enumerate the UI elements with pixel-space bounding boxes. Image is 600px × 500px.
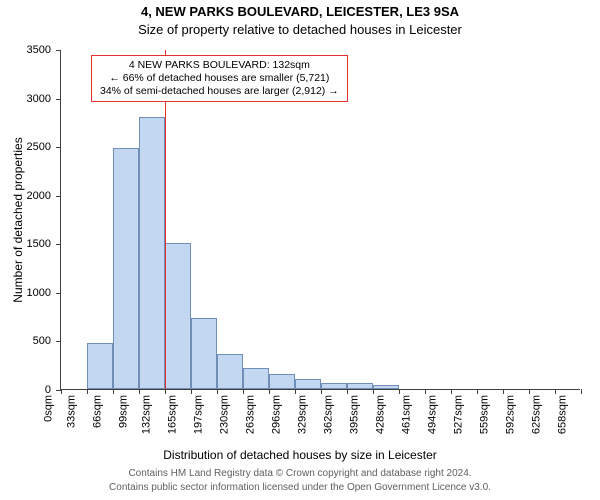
plot-area: 4 NEW PARKS BOULEVARD: 132sqm ← 66% of d… [60,50,580,390]
histogram-bar [139,117,165,389]
x-tick-mark [425,389,426,394]
x-tick-label: 33sqm [63,395,77,428]
x-tick-label: 165sqm [164,395,178,434]
histogram-bar [217,354,243,389]
x-tick-label: 0sqm [41,395,55,422]
y-tick-mark [56,147,61,148]
x-tick-mark [399,389,400,394]
x-tick-label: 428sqm [372,395,386,434]
x-tick-mark [295,389,296,394]
x-tick-mark [529,389,530,394]
chart-title: 4, NEW PARKS BOULEVARD, LEICESTER, LE3 9… [0,4,600,19]
x-tick-mark [477,389,478,394]
histogram-bar [373,385,399,389]
y-tick-mark [56,244,61,245]
y-tick-mark [56,99,61,100]
x-tick-mark [61,389,62,394]
histogram-bar [321,383,347,389]
x-tick-label: 329sqm [294,395,308,434]
x-tick-mark [243,389,244,394]
x-tick-label: 99sqm [115,395,129,428]
x-tick-mark [269,389,270,394]
x-tick-mark [113,389,114,394]
x-tick-label: 66sqm [89,395,103,428]
annotation-line-3: 34% of semi-detached houses are larger (… [100,85,339,98]
x-tick-label: 658sqm [554,395,568,434]
y-tick-mark [56,341,61,342]
x-tick-label: 494sqm [424,395,438,434]
x-tick-mark [451,389,452,394]
histogram-bar [269,374,295,389]
x-tick-mark [373,389,374,394]
x-axis-label: Distribution of detached houses by size … [0,448,600,462]
y-axis-label: Number of detached properties [11,137,25,302]
annotation-box: 4 NEW PARKS BOULEVARD: 132sqm ← 66% of d… [91,55,348,102]
x-tick-label: 263sqm [242,395,256,434]
figure: 4, NEW PARKS BOULEVARD, LEICESTER, LE3 9… [0,0,600,500]
x-tick-mark [87,389,88,394]
histogram-bar [295,379,321,389]
x-tick-mark [217,389,218,394]
histogram-bar [347,383,373,389]
histogram-bar [87,343,113,389]
x-tick-mark [165,389,166,394]
x-tick-label: 395sqm [346,395,360,434]
x-tick-label: 559sqm [476,395,490,434]
footer-line-1: Contains HM Land Registry data © Crown c… [0,468,600,479]
y-tick-mark [56,50,61,51]
x-tick-label: 230sqm [216,395,230,434]
x-tick-label: 132sqm [138,395,152,434]
annotation-line-2: ← 66% of detached houses are smaller (5,… [100,72,339,85]
x-tick-mark [347,389,348,394]
x-tick-label: 197sqm [190,395,204,434]
x-tick-label: 362sqm [320,395,334,434]
histogram-bar [113,148,139,389]
x-tick-label: 625sqm [528,395,542,434]
x-tick-label: 592sqm [502,395,516,434]
footer-line-2: Contains public sector information licen… [0,482,600,493]
y-tick-mark [56,196,61,197]
x-tick-mark [139,389,140,394]
y-tick-mark [56,293,61,294]
x-tick-mark [191,389,192,394]
x-tick-mark [503,389,504,394]
histogram-bar [165,243,191,389]
histogram-bar [243,368,269,389]
chart-subtitle: Size of property relative to detached ho… [0,22,600,37]
x-tick-mark [555,389,556,394]
annotation-line-1: 4 NEW PARKS BOULEVARD: 132sqm [100,59,339,72]
x-tick-label: 527sqm [450,395,464,434]
x-tick-mark [321,389,322,394]
x-tick-label: 461sqm [398,395,412,434]
x-tick-label: 296sqm [268,395,282,434]
histogram-bar [191,318,217,389]
x-tick-mark [581,389,582,394]
